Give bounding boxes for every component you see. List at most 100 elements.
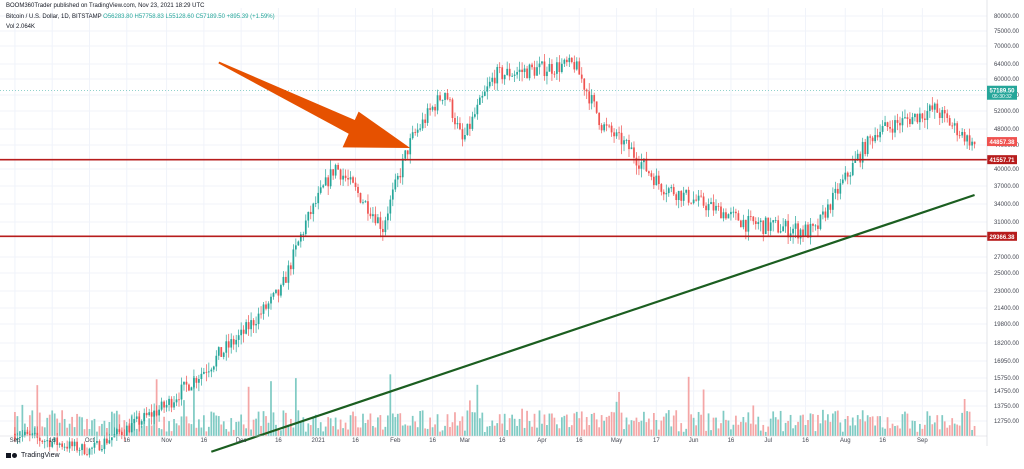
candle-body	[292, 249, 295, 270]
candle-body	[565, 59, 568, 63]
volume-bar	[971, 429, 973, 436]
time-tick-label: 16	[123, 438, 130, 444]
candle-body	[812, 223, 814, 226]
candle-body	[212, 366, 215, 370]
volume-bar	[252, 419, 255, 436]
candle-body	[735, 211, 737, 214]
volume-bar	[523, 427, 526, 436]
volume-bar	[399, 413, 402, 436]
candle-body	[135, 416, 138, 419]
time-tick-label: 16	[352, 438, 359, 444]
volume-bar	[667, 410, 670, 436]
volume-bar	[349, 415, 352, 436]
candle-body	[113, 433, 116, 438]
candle-body	[774, 220, 777, 222]
volume-bar	[541, 423, 543, 436]
candle-body	[752, 216, 755, 222]
volume-bar	[899, 428, 901, 436]
volume-bar	[593, 412, 596, 436]
tradingview-logo[interactable]: TradingView	[6, 452, 60, 459]
candle-body	[638, 165, 640, 169]
candle-body	[81, 444, 83, 451]
candle-body	[501, 67, 504, 80]
volume-bar	[682, 431, 685, 436]
volume-bar	[894, 426, 896, 436]
candle-body	[43, 441, 46, 443]
candle-body	[354, 182, 357, 187]
candle-body	[342, 175, 344, 180]
volume-bar	[588, 425, 591, 436]
candle-body	[767, 217, 770, 231]
volume-bar	[538, 410, 541, 436]
volume-bar	[675, 410, 678, 436]
candle-body	[143, 412, 146, 422]
volume-bar	[207, 426, 210, 436]
candle-body	[379, 217, 382, 229]
candle-body	[322, 185, 325, 188]
volume-bar	[406, 425, 409, 436]
volume-bar	[861, 410, 864, 436]
volume-bar	[113, 413, 116, 436]
volume-bar	[51, 410, 54, 436]
volume-bar	[14, 411, 16, 436]
volume-bar	[732, 424, 735, 436]
volume-bar	[740, 421, 742, 436]
annotation-arrow[interactable]	[218, 61, 411, 148]
volume-bar	[946, 427, 949, 436]
volume-bar	[879, 416, 881, 436]
volume-bar	[528, 421, 531, 436]
volume-bar	[839, 422, 842, 436]
candle-body	[894, 120, 896, 133]
candle-body	[904, 117, 906, 119]
volume-bar	[242, 424, 245, 436]
volume-bar	[225, 429, 228, 436]
volume-bar	[725, 419, 727, 436]
price-tick-label: 37000.00	[994, 184, 1020, 190]
time-axis[interactable]: Sep 16 Oct 16 Nov 16 Dec 16 2021 16 Feb 16 Mar 16 Apr 1…	[0, 435, 987, 444]
price-tick-label: 75000.00	[994, 29, 1020, 35]
volume-bar	[846, 415, 849, 436]
price-badge-label: 57189.50	[989, 89, 1015, 95]
candle-body	[836, 188, 839, 194]
candle-body	[210, 369, 213, 372]
candle-body	[242, 329, 245, 334]
candle-body	[319, 187, 322, 193]
volume-bar	[255, 418, 257, 436]
volume-bar	[643, 411, 645, 436]
candle-body	[260, 313, 262, 315]
candle-body	[556, 62, 558, 74]
price-tick-label: 48000.00	[994, 127, 1020, 133]
candle-body	[533, 67, 536, 76]
volume-bar	[859, 419, 862, 436]
candle-body	[919, 113, 921, 123]
price-axis[interactable]: 41557.71 29366.38 12750.00 13750.00 14750.00…	[986, 0, 1020, 446]
candle-body	[255, 324, 257, 326]
volume-bar	[483, 431, 486, 436]
candle-body	[222, 352, 225, 357]
candle-body	[16, 438, 19, 441]
candle-body	[655, 175, 658, 186]
time-tick-label: 16	[49, 438, 56, 444]
candle-body	[304, 220, 307, 235]
candle-body	[692, 199, 695, 204]
annotation-arrow-group	[218, 61, 411, 148]
price-tick-label: 16950.00	[994, 359, 1020, 365]
candle-body	[464, 135, 466, 140]
candle-body	[262, 304, 265, 314]
candle-body	[854, 159, 857, 163]
time-tick-label: Dec	[236, 438, 247, 444]
time-tick-label: 16	[879, 438, 886, 444]
trendline[interactable]	[210, 193, 975, 453]
candle-body	[879, 131, 881, 138]
volume-bar	[931, 424, 934, 436]
volume-bar	[478, 418, 481, 436]
volume-bar	[165, 431, 168, 436]
candle-body	[337, 164, 339, 170]
price-tick-label: 15750.00	[994, 376, 1020, 382]
candle-body	[120, 431, 123, 435]
price-tick-label: 40000.00	[994, 167, 1020, 173]
candle-body	[53, 437, 56, 442]
volume-bar	[344, 422, 347, 436]
volume-bar	[722, 410, 725, 436]
